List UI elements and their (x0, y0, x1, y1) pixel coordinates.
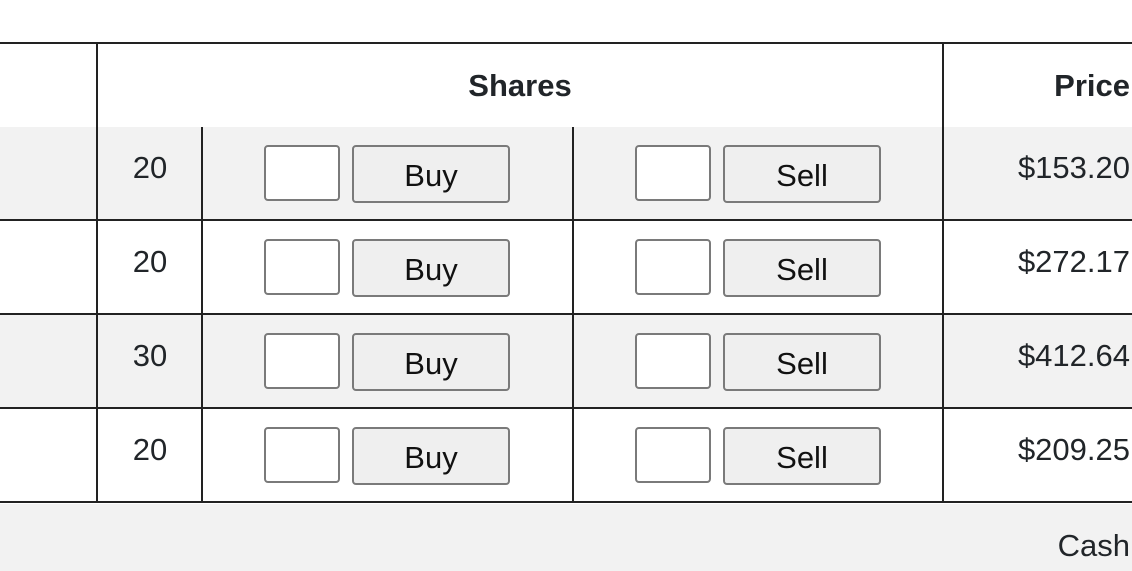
column-divider (942, 44, 944, 127)
sell-button[interactable]: Sell (723, 239, 881, 297)
price-cell: $412.64 (1017, 338, 1130, 373)
sell-button-label: Sell (776, 157, 828, 193)
column-divider (96, 409, 98, 501)
column-divider (572, 221, 574, 313)
sell-button[interactable]: Sell (723, 145, 881, 203)
buy-button[interactable]: Buy (352, 333, 510, 391)
cash-label: Cash (1057, 528, 1130, 563)
sell-quantity-input[interactable] (635, 239, 711, 295)
buy-quantity-input[interactable] (264, 427, 340, 483)
column-divider (96, 44, 98, 127)
column-divider (201, 127, 203, 219)
shares-cell: 20 (132, 432, 168, 467)
sell-quantity-input[interactable] (635, 333, 711, 389)
sell-button[interactable]: Sell (723, 333, 881, 391)
table-row: 30 Buy Sell $412.64 (0, 315, 1132, 409)
column-divider (942, 409, 944, 501)
buy-quantity-input[interactable] (264, 145, 340, 201)
buy-button-label: Buy (404, 157, 458, 193)
cash-row: Cash (0, 504, 1132, 571)
buy-button[interactable]: Buy (352, 239, 510, 297)
sell-button-label: Sell (776, 439, 828, 475)
column-divider (96, 127, 98, 219)
table-row: 20 Buy Sell $153.20 (0, 127, 1132, 221)
column-divider (572, 127, 574, 219)
column-divider (572, 409, 574, 501)
price-cell: $209.25 (1017, 432, 1130, 467)
shares-cell: 20 (132, 244, 168, 279)
column-divider (201, 221, 203, 313)
column-divider (96, 221, 98, 313)
column-divider (942, 315, 944, 407)
sell-button-label: Sell (776, 345, 828, 381)
shares-cell: 30 (132, 338, 168, 373)
table-row: 20 Buy Sell $209.25 (0, 409, 1132, 503)
buy-button-label: Buy (404, 251, 458, 287)
table-header: Shares Price (0, 42, 1132, 131)
buy-quantity-input[interactable] (264, 333, 340, 389)
buy-button[interactable]: Buy (352, 427, 510, 485)
column-divider (96, 315, 98, 407)
column-divider (572, 315, 574, 407)
column-divider (942, 221, 944, 313)
buy-button-label: Buy (404, 439, 458, 475)
sell-button-label: Sell (776, 251, 828, 287)
price-cell: $272.17 (1017, 244, 1130, 279)
shares-header: Shares (468, 67, 572, 103)
table-row: 20 Buy Sell $272.17 (0, 221, 1132, 315)
column-divider (201, 315, 203, 407)
buy-button[interactable]: Buy (352, 145, 510, 203)
sell-quantity-input[interactable] (635, 427, 711, 483)
buy-quantity-input[interactable] (264, 239, 340, 295)
shares-cell: 20 (132, 150, 168, 185)
price-cell: $153.20 (1017, 150, 1130, 185)
price-header: Price (1054, 67, 1130, 103)
sell-quantity-input[interactable] (635, 145, 711, 201)
column-divider (201, 409, 203, 501)
buy-button-label: Buy (404, 345, 458, 381)
sell-button[interactable]: Sell (723, 427, 881, 485)
column-divider (942, 127, 944, 219)
